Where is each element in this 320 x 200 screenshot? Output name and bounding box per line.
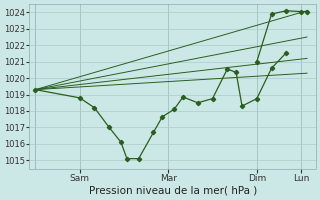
X-axis label: Pression niveau de la mer( hPa ): Pression niveau de la mer( hPa ): [89, 186, 257, 196]
